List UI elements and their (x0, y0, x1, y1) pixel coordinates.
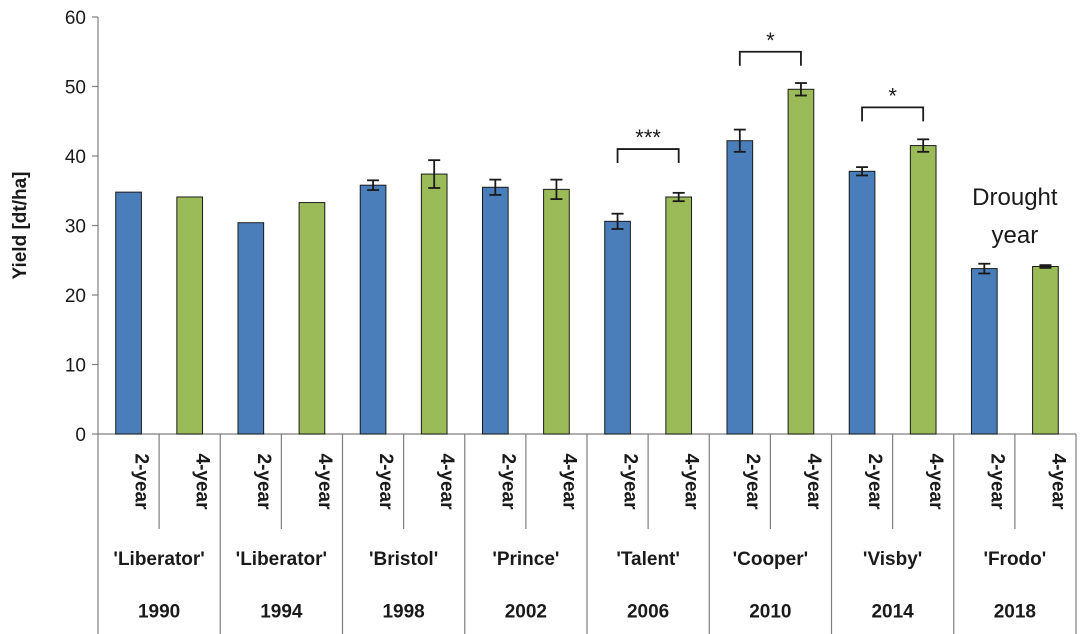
significance-label: * (766, 28, 775, 53)
rotation-label: 4-year (192, 454, 213, 511)
rotation-label: 4-year (314, 454, 335, 511)
significance-label: * (888, 83, 897, 108)
year-label: 2002 (505, 602, 547, 623)
rotation-label: 4-year (925, 454, 946, 511)
bar-2006-2-year[interactable] (604, 220, 631, 435)
y-tick-label: 30 (65, 217, 86, 238)
cultivar-label: 'Liberator' (113, 549, 204, 570)
bar-2018-4-year[interactable] (1032, 266, 1059, 435)
rotation-label: 4-year (558, 454, 579, 511)
y-tick-label: 60 (65, 8, 86, 29)
rotation-label: 2-year (497, 454, 518, 511)
y-tick-label: 40 (65, 147, 86, 168)
bar-2002-4-year[interactable] (543, 188, 570, 435)
cultivar-label: 'Frodo' (983, 549, 1046, 570)
rotation-label: 4-year (681, 454, 702, 511)
significance-bracket (738, 50, 802, 66)
significance-bracket (616, 148, 680, 164)
year-label: 1994 (260, 602, 303, 623)
cultivar-label: 'Bristol' (369, 549, 438, 570)
y-tick-label: 20 (65, 286, 86, 307)
rotation-label: 2-year (253, 454, 274, 511)
cultivar-label: 'Prince' (492, 549, 559, 570)
cultivar-label: 'Cooper' (733, 549, 809, 570)
year-label: 2014 (871, 602, 914, 623)
bar-1990-4-year[interactable] (176, 196, 204, 435)
bar-2018-2-year[interactable] (970, 268, 998, 435)
year-label: 2010 (749, 602, 791, 623)
rotation-label: 4-year (803, 454, 824, 511)
y-axis-title: Yield [dt/ha] (10, 171, 31, 279)
rotation-label: 2-year (864, 454, 885, 511)
rotation-label: 4-year (1047, 454, 1068, 511)
annotation-text: Drought (972, 184, 1058, 211)
year-label: 2018 (994, 602, 1036, 623)
annotation-text: year (992, 222, 1039, 249)
bar-2010-4-year[interactable] (787, 88, 815, 435)
y-tick-label: 0 (75, 425, 86, 446)
bar-1998-2-year[interactable] (359, 184, 387, 435)
cultivar-label: 'Liberator' (236, 549, 327, 570)
rotation-label: 2-year (742, 454, 763, 511)
year-label: 1990 (138, 602, 180, 623)
significance-label: *** (635, 125, 661, 150)
bar-1990-2-year[interactable] (115, 191, 142, 435)
bar-2014-2-year[interactable] (848, 170, 876, 435)
bar-1998-4-year[interactable] (420, 173, 448, 435)
bar-2010-2-year[interactable] (726, 140, 754, 435)
cultivar-label: 'Talent' (616, 549, 680, 570)
rotation-label: 2-year (375, 454, 396, 511)
bar-2014-4-year[interactable] (909, 145, 937, 435)
rotation-label: 2-year (131, 454, 152, 511)
year-label: 2006 (627, 602, 669, 623)
y-tick-label: 50 (65, 78, 86, 99)
cultivar-label: 'Visby' (863, 549, 922, 570)
significance-bracket (861, 106, 925, 122)
rotation-label: 4-year (436, 454, 457, 511)
y-tick-label: 10 (65, 356, 86, 377)
bar-2006-4-year[interactable] (665, 196, 693, 435)
bar-2002-2-year[interactable] (481, 186, 509, 435)
bar-1994-2-year[interactable] (237, 222, 265, 435)
bar-1994-4-year[interactable] (298, 202, 326, 435)
year-label: 1998 (382, 602, 424, 623)
rotation-label: 2-year (620, 454, 641, 511)
rotation-label: 2-year (986, 454, 1007, 511)
